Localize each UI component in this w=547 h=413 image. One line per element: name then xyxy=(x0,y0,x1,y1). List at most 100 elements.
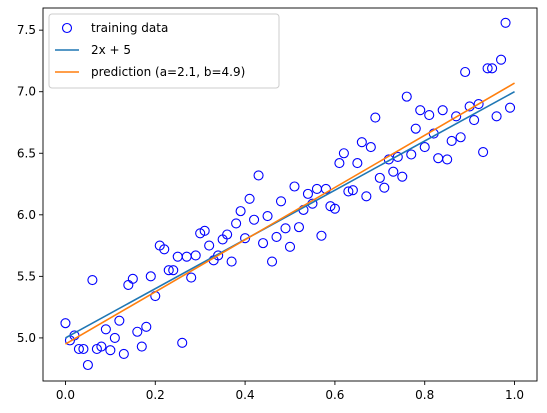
data-point xyxy=(177,337,188,348)
data-point xyxy=(401,91,412,102)
data-point xyxy=(302,188,314,199)
data-point xyxy=(352,158,363,169)
data-point xyxy=(293,222,305,233)
data-point xyxy=(392,151,403,162)
data-point xyxy=(82,359,93,371)
data-point xyxy=(127,273,138,284)
data-point xyxy=(419,142,430,153)
data-point xyxy=(460,66,471,78)
data-point xyxy=(455,132,466,143)
legend-label: 2x + 5 xyxy=(91,43,131,57)
data-point xyxy=(473,98,484,110)
series-line xyxy=(65,91,515,339)
data-point xyxy=(109,332,120,343)
data-point xyxy=(132,326,143,337)
data-point xyxy=(100,324,111,335)
legend: training data 2x + 5 prediction (a=2.1, b=… xyxy=(48,13,280,89)
legend-marker xyxy=(61,22,73,34)
series-line xyxy=(65,82,515,345)
data-point xyxy=(361,191,372,202)
data-point xyxy=(406,149,417,160)
data-point xyxy=(343,186,354,197)
data-point xyxy=(78,343,89,355)
data-point xyxy=(469,114,480,126)
data-point xyxy=(204,240,215,251)
y-tick-label: 6.0 xyxy=(17,208,36,222)
data-point xyxy=(365,142,376,153)
axes: 0.0 0.2 0.4 0.6 0.8 1.0 5.0 5.5 6.0 6.5 7.0 7.5 xyxy=(17,7,538,402)
data-point xyxy=(226,256,237,267)
data-point xyxy=(415,105,426,116)
x-tick-label: 1.0 xyxy=(505,388,524,402)
data-point xyxy=(329,203,340,214)
data-point xyxy=(222,229,233,240)
legend-box xyxy=(48,13,280,89)
data-point xyxy=(163,265,174,276)
data-point xyxy=(491,111,502,122)
data-point xyxy=(105,345,116,356)
data-point xyxy=(284,241,296,252)
data-point xyxy=(159,244,170,255)
data-point xyxy=(262,210,273,222)
data-point xyxy=(275,196,287,207)
data-point xyxy=(496,54,507,65)
data-point xyxy=(271,231,282,243)
data-point xyxy=(240,233,251,244)
data-point xyxy=(347,185,358,196)
data-point xyxy=(118,348,129,359)
data-point xyxy=(478,146,489,158)
data-point xyxy=(374,172,385,183)
data-point xyxy=(316,230,327,241)
x-tick-label: 0.0 xyxy=(56,388,75,402)
y-tick-label: 6.5 xyxy=(17,146,36,160)
axes-frame xyxy=(42,7,538,382)
data-point xyxy=(60,318,71,329)
data-point xyxy=(370,112,381,123)
data-point xyxy=(500,17,511,28)
data-point xyxy=(289,181,300,192)
data-point xyxy=(244,193,255,204)
x-tick-label: 0.2 xyxy=(146,388,165,402)
y-tick-label: 5.5 xyxy=(17,269,36,283)
data-point xyxy=(442,154,453,165)
data-point xyxy=(334,158,345,169)
data-point xyxy=(96,341,107,352)
y-tick-label: 7.5 xyxy=(17,23,36,37)
data-point xyxy=(213,250,224,261)
data-point xyxy=(266,256,278,267)
data-point xyxy=(235,206,246,217)
x-tick-label: 0.4 xyxy=(236,388,255,402)
legend-label: prediction (a=2.1, b=4.9) xyxy=(91,65,245,79)
data-point xyxy=(280,223,291,234)
data-point xyxy=(87,275,98,286)
y-tick-label: 5.0 xyxy=(17,331,36,345)
data-point xyxy=(410,123,421,134)
x-tick-label: 0.8 xyxy=(415,388,434,402)
data-point xyxy=(136,341,147,352)
data-point xyxy=(338,148,349,159)
data-point xyxy=(356,137,367,148)
data-point xyxy=(424,110,435,121)
data-point xyxy=(199,225,210,236)
data-point xyxy=(249,214,260,225)
data-point xyxy=(186,272,197,283)
data-point xyxy=(446,135,457,146)
data-point xyxy=(168,265,179,276)
data-point xyxy=(114,315,125,326)
data-point xyxy=(437,105,448,116)
data-point xyxy=(388,166,399,177)
data-point xyxy=(73,343,84,355)
plot-area xyxy=(60,17,516,371)
data-point xyxy=(145,271,156,282)
data-point xyxy=(397,171,408,182)
data-point xyxy=(379,182,390,193)
x-tick-label: 0.6 xyxy=(325,388,344,402)
data-point xyxy=(504,102,516,113)
data-point xyxy=(451,111,462,122)
data-point xyxy=(231,218,242,229)
data-point xyxy=(482,63,493,74)
y-tick-label: 7.0 xyxy=(17,85,36,99)
data-point xyxy=(257,238,269,249)
data-point xyxy=(253,170,264,181)
